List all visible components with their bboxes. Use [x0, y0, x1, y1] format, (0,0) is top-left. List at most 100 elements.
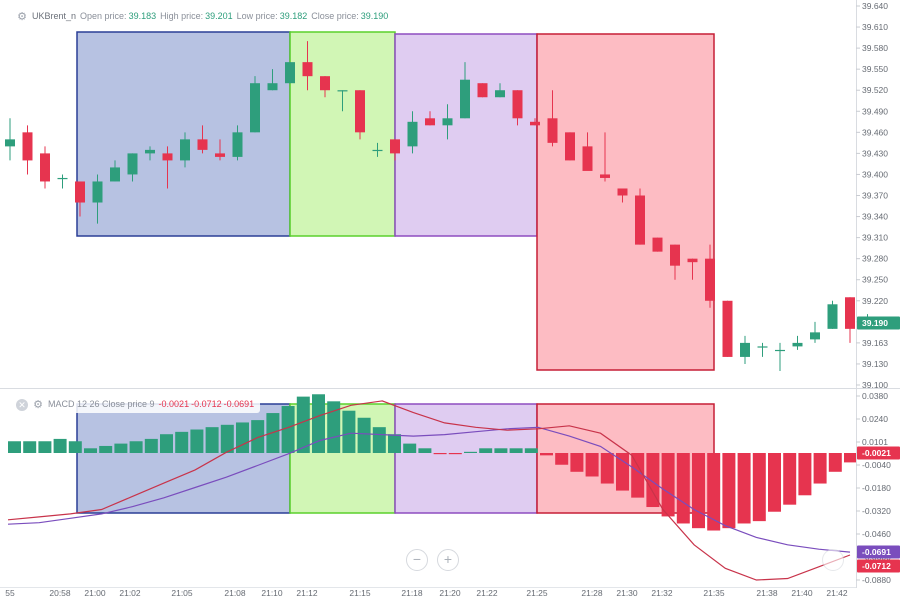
highlight-zone	[394, 33, 538, 237]
macd-tick-label: -0.0880	[862, 575, 891, 585]
candle-body	[792, 342, 803, 347]
candle-body	[705, 258, 715, 301]
candle-body	[635, 195, 645, 245]
candle-body	[407, 121, 418, 147]
histogram-bar	[175, 431, 189, 453]
zoom-in-button[interactable]: +	[437, 549, 459, 571]
histogram-bar	[372, 427, 386, 453]
macd-line	[7, 400, 851, 581]
histogram-bar	[296, 396, 310, 453]
histogram-bar	[494, 448, 508, 453]
candle-body	[110, 167, 120, 182]
histogram-bar	[448, 453, 462, 455]
histogram-bar	[160, 434, 173, 453]
candle-body	[652, 237, 663, 252]
gear-icon[interactable]: ⚙	[17, 10, 27, 23]
histogram-bar	[768, 453, 781, 512]
histogram-bar	[813, 453, 827, 484]
candle-body	[670, 244, 680, 266]
price-tick-label: 39.370	[862, 191, 888, 201]
histogram-bar	[585, 453, 599, 477]
time-tick-label: 21:18	[401, 588, 423, 598]
histogram-bar	[737, 453, 751, 524]
price-tick-label: 39.550	[862, 64, 888, 74]
histogram-bar	[312, 394, 325, 453]
time-tick-label: 21:15	[349, 588, 371, 598]
candle-body	[162, 153, 173, 161]
histogram-bar	[540, 453, 553, 456]
legend-low-value: 39.182	[279, 11, 308, 21]
legend-open-value: 39.183	[128, 11, 157, 21]
histogram-bar	[205, 427, 219, 453]
time-tick-label: 21:05	[171, 588, 193, 598]
macd-tick-label: 0.0380	[862, 391, 888, 401]
histogram-bar	[509, 448, 523, 453]
highlight-zone	[536, 33, 715, 371]
macd-value-tag-bg	[857, 559, 900, 573]
time-tick-label: 55	[5, 588, 15, 598]
histogram-bar	[646, 453, 660, 508]
signal-value-tag-bg	[857, 545, 900, 559]
price-tick-label: 39.340	[862, 212, 888, 222]
candle-body	[92, 181, 103, 203]
zoom-out-button[interactable]: −	[406, 549, 428, 571]
price-tick-label: 39.640	[862, 1, 888, 11]
candle-body	[775, 349, 785, 352]
candle-body	[460, 79, 470, 119]
histogram-bar	[38, 441, 52, 453]
legend-low-label: Low price:	[236, 11, 278, 21]
histogram-bar	[844, 453, 857, 463]
price-tick-label: 39.280	[862, 254, 888, 264]
macd-legend-value-3: -0.0691	[223, 399, 255, 409]
time-tick-label: 21:38	[756, 588, 778, 598]
candle-body	[355, 90, 365, 133]
candle-body	[372, 149, 383, 152]
candle-body	[722, 300, 733, 357]
histogram-bar	[661, 453, 675, 517]
time-tick-label: 21:40	[791, 588, 813, 598]
candle-body	[442, 118, 453, 126]
macd-legend-name: MACD 12 26 Close price 9	[48, 399, 155, 409]
legend-close-label: Close price:	[311, 11, 359, 21]
candle-body	[740, 342, 750, 357]
price-tick-label: 39.610	[862, 22, 888, 32]
histogram-bar	[433, 453, 447, 455]
time-tick-label: 21:08	[224, 588, 246, 598]
price-candles	[5, 41, 873, 371]
macd-tick-label: -0.0040	[862, 460, 891, 470]
candle-body	[127, 153, 138, 175]
gear-icon[interactable]: ⚙	[33, 398, 43, 411]
signal-value-tag: -0.0691	[862, 547, 891, 557]
histogram-bar	[114, 443, 128, 453]
time-tick-label: 21:25	[526, 588, 548, 598]
histogram-bar	[129, 441, 143, 453]
histogram-bar	[783, 453, 797, 505]
histogram-bar	[616, 453, 629, 491]
scroll-right-button[interactable]	[822, 549, 844, 571]
time-tick-label: 21:20	[439, 588, 461, 598]
time-tick-label: 21:12	[296, 588, 318, 598]
histogram-bar	[220, 424, 234, 453]
candle-body	[530, 121, 540, 126]
histogram-bar	[555, 453, 569, 465]
macd-tick-label: -0.0320	[862, 506, 891, 516]
histogram-bar	[570, 453, 584, 472]
candle-body	[337, 90, 348, 92]
price-tick-label: 39.430	[862, 148, 888, 158]
histogram-bar	[828, 453, 842, 472]
histogram-bar	[464, 451, 477, 453]
candle-body	[512, 90, 523, 119]
candle-body	[250, 83, 260, 133]
candle-body	[845, 297, 855, 329]
time-tick-label: 21:22	[476, 588, 498, 598]
histogram-bar	[692, 453, 705, 529]
candle-body	[390, 139, 400, 154]
macd-lines	[7, 400, 851, 581]
candle-body	[145, 149, 155, 154]
macd-tick-label: 0.0101	[862, 437, 888, 447]
close-icon[interactable]: ✕	[16, 398, 28, 411]
legend-high-value: 39.201	[205, 11, 233, 21]
histogram-bar	[251, 420, 265, 453]
